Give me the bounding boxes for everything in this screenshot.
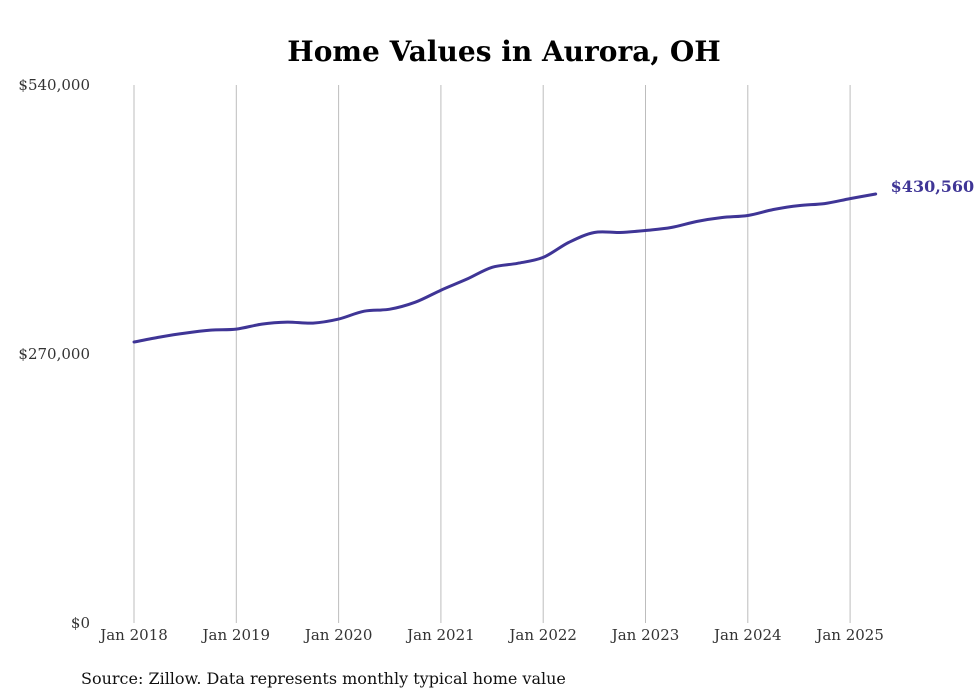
chart-title: Home Values in Aurora, OH xyxy=(287,35,720,68)
source-note: Source: Zillow. Data represents monthly … xyxy=(81,669,566,688)
x-tick-label: Jan 2022 xyxy=(507,626,577,644)
x-tick-label: Jan 2023 xyxy=(610,626,680,644)
x-tick-label: Jan 2024 xyxy=(712,626,782,644)
x-tick-label: Jan 2018 xyxy=(98,626,168,644)
x-axis: Jan 2018 Jan 2019 Jan 2020 Jan 2021 Jan 2022… xyxy=(98,626,884,644)
y-axis: $0 $270,000 $540,000 xyxy=(18,76,90,632)
series-group: $430,560 xyxy=(132,177,975,344)
x-tick-label: Jan 2019 xyxy=(201,626,271,644)
y-tick-label: $540,000 xyxy=(18,76,90,94)
y-tick-label: $270,000 xyxy=(18,345,90,363)
x-tick-label: Jan 2020 xyxy=(303,626,373,644)
end-value-label: $430,560 xyxy=(891,177,975,196)
x-tick-label: Jan 2021 xyxy=(405,626,475,644)
grid xyxy=(133,85,851,623)
x-tick-label: Jan 2025 xyxy=(814,626,884,644)
series-line xyxy=(132,192,878,344)
y-tick-label: $0 xyxy=(71,614,90,632)
